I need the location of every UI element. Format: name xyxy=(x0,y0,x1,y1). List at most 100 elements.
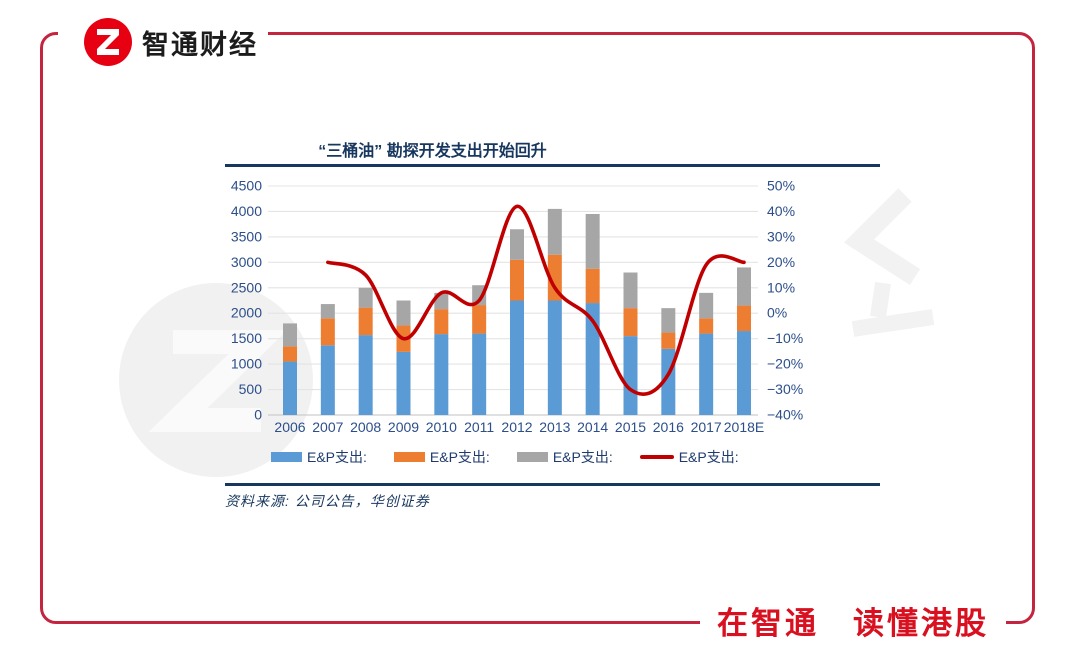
source-note: 资料来源: 公司公告，华创证券 xyxy=(225,493,430,509)
zhitong-logo-icon xyxy=(84,18,132,66)
legend-label: E&P支出: xyxy=(552,449,613,465)
legend-label: E&P支出: xyxy=(429,449,490,465)
x-axis-tick: 2010 xyxy=(426,419,457,435)
bar-segment-series3 xyxy=(585,213,600,269)
right-axis-tick: −10% xyxy=(767,330,803,346)
x-axis-tick: 2012 xyxy=(501,419,532,435)
left-axis-tick: 3000 xyxy=(231,254,262,270)
bar-segment-series3 xyxy=(623,272,638,309)
bar-segment-series2 xyxy=(585,268,600,304)
brand-header: 智通财经 xyxy=(58,14,268,70)
left-axis-tick: 1000 xyxy=(231,356,262,372)
x-axis-tick: 2014 xyxy=(577,419,608,435)
right-axis-tick: 50% xyxy=(767,178,795,194)
bar-segment-series2 xyxy=(547,254,562,301)
x-axis-tick: 2017 xyxy=(691,419,722,435)
legend-item: E&P支出: xyxy=(516,447,613,467)
watermark-glyph-right xyxy=(843,188,935,337)
bar-segment-series1 xyxy=(509,300,524,415)
right-axis-tick: −40% xyxy=(767,407,803,423)
bar-segment-series2 xyxy=(509,259,524,301)
left-axis-tick: 2000 xyxy=(231,305,262,321)
legend-label: E&P支出: xyxy=(678,449,739,465)
x-axis-tick: 2013 xyxy=(539,419,570,435)
bar-segment-series3 xyxy=(472,285,487,306)
bar-segment-series1 xyxy=(585,303,600,415)
bar-segment-series3 xyxy=(736,267,751,306)
x-axis-tick: 2018E xyxy=(724,419,764,435)
x-axis-tick: 2008 xyxy=(350,419,381,435)
bar-segment-series3 xyxy=(358,287,373,308)
footer-slogan: 在智通 读懂港股 xyxy=(717,605,989,641)
left-axis-tick: 0 xyxy=(254,407,262,423)
bar-segment-series3 xyxy=(547,208,562,255)
chart-figure: “三桶油” 勘探开发支出开始回升 4500 4000 3500 3000 2500 200… xyxy=(225,140,880,511)
source-divider xyxy=(225,483,880,486)
bar-segment-series1 xyxy=(283,361,297,415)
legend-swatch-line xyxy=(639,455,674,459)
legend-swatch-bar2 xyxy=(393,452,425,462)
logo-z-glyph xyxy=(97,29,119,55)
legend-item: E&P支出: xyxy=(639,447,739,467)
bar-segment-series2 xyxy=(358,307,373,336)
left-axis-tick: 500 xyxy=(239,381,263,397)
bar-segment-series3 xyxy=(699,292,714,319)
bar-segment-series3 xyxy=(661,308,676,333)
bar-segment-series1 xyxy=(434,334,449,415)
bar-segment-series1 xyxy=(699,333,714,415)
growth-rate-line xyxy=(326,204,746,396)
watermark-stroke-top xyxy=(843,188,921,285)
bar-segment-series2 xyxy=(661,332,676,349)
footer-slogan-wrap: 在智通 读懂港股 xyxy=(700,598,1006,642)
bar-segment-series3 xyxy=(396,300,411,326)
bar-segment-series2 xyxy=(699,318,714,334)
legend-swatch-bar1 xyxy=(271,452,302,462)
right-axis-tick: 40% xyxy=(767,203,795,219)
brand-name: 智通财经 xyxy=(142,29,258,60)
bar-segment-series2 xyxy=(623,308,638,337)
watermark-stroke-mid xyxy=(870,281,891,319)
right-axis-tick: 30% xyxy=(767,228,795,244)
right-axis-tick: −20% xyxy=(767,356,803,372)
decorative-frame xyxy=(40,32,1035,624)
right-axis-tick: 0% xyxy=(767,305,787,321)
left-axis-tick: 2500 xyxy=(231,279,262,295)
bar-segment-series1 xyxy=(736,331,751,415)
x-axis-tick: 2016 xyxy=(653,419,684,435)
left-axis-tick: 1500 xyxy=(231,330,262,346)
bar-segment-series2 xyxy=(283,346,297,362)
bar-segment-series1 xyxy=(547,300,562,415)
legend-label: E&P支出: xyxy=(307,449,367,465)
bar-segment-series2 xyxy=(736,305,751,332)
watermark-z-glyph xyxy=(148,330,288,432)
watermark-logo-circle xyxy=(119,283,313,477)
right-axis-tick: −30% xyxy=(767,381,803,397)
chart-legend: E&P支出: E&P支出: E&P支出: E&P支出: xyxy=(225,447,880,467)
bar-segment-series2 xyxy=(320,318,335,346)
bar-segment-series3 xyxy=(320,304,335,319)
x-axis-tick: 2015 xyxy=(615,419,646,435)
bar-segment-series2 xyxy=(472,305,487,334)
bar-segment-series1 xyxy=(396,351,411,415)
x-axis-tick: 2011 xyxy=(464,419,494,435)
right-axis-tick: 20% xyxy=(767,254,795,270)
bar-segment-series3 xyxy=(509,229,524,260)
x-axis-tick: 2009 xyxy=(388,419,419,435)
chart-title: “三桶油” 勘探开发支出开始回升 xyxy=(225,140,880,167)
x-axis-tick: 2007 xyxy=(312,419,343,435)
legend-item: E&P支出: xyxy=(271,447,367,467)
bar-segment-series1 xyxy=(623,336,638,415)
bar-segment-series3 xyxy=(283,323,297,347)
left-axis-tick: 4500 xyxy=(231,178,262,194)
bar-segment-series1 xyxy=(320,345,335,415)
x-axis-tick: 2006 xyxy=(274,419,305,435)
legend-item: E&P支出: xyxy=(393,447,490,467)
bar-segment-series1 xyxy=(358,335,373,415)
right-axis-tick: 10% xyxy=(767,279,795,295)
left-axis-tick: 3500 xyxy=(231,228,262,244)
legend-swatch-bar3 xyxy=(516,452,548,462)
bar-segment-series1 xyxy=(472,333,487,415)
plot-svg: 4500 4000 3500 3000 2500 2000 1500 1000 500 0 50% 4… xyxy=(231,178,803,436)
left-axis-tick: 4000 xyxy=(231,203,262,219)
watermark-stroke-bottom xyxy=(851,309,935,337)
